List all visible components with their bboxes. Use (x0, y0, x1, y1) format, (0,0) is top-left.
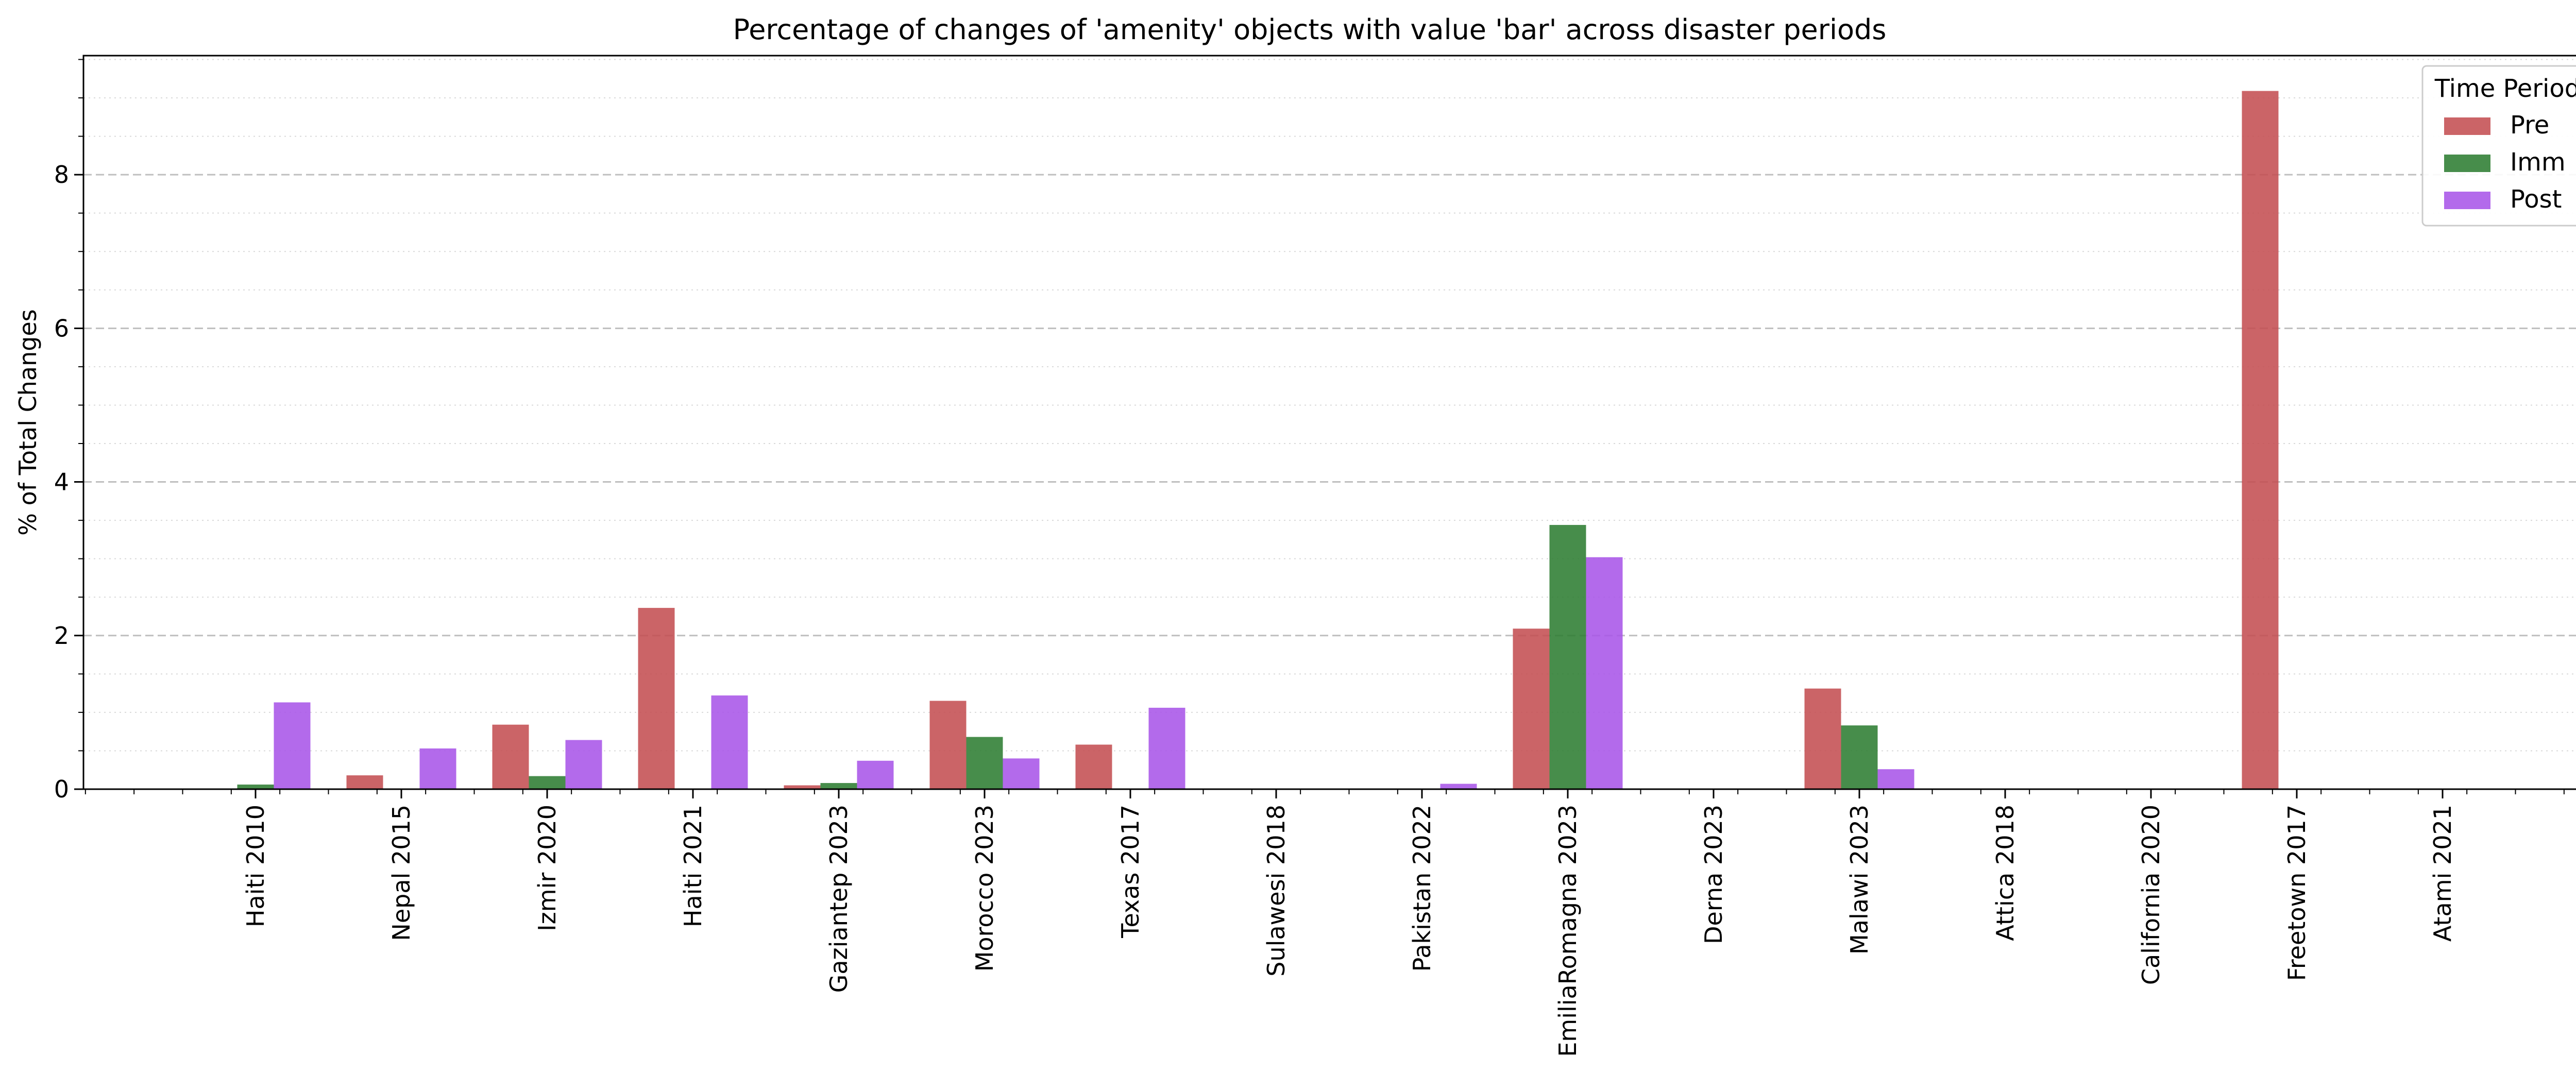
bar-imm (1841, 725, 1878, 789)
x-tick-label: Gaziantep 2023 (825, 805, 853, 993)
legend: Time Period Pre Imm Post (2421, 65, 2576, 227)
y-tick-label: 0 (54, 775, 69, 803)
bar-pre (1804, 688, 1841, 789)
x-tick-label: Derna 2023 (1700, 805, 1727, 944)
x-tick-label: Texas 2017 (1116, 805, 1144, 939)
x-axis: Haiti 2010 Nepal 2015 Izmir 2020 Haiti 2021… (84, 789, 2565, 1057)
y-tick-label: 2 (54, 622, 69, 650)
bar-pre (784, 785, 821, 789)
x-tick-label: Sulawesi 2018 (1262, 805, 1290, 977)
legend-items: Pre Imm Post (2444, 111, 2566, 214)
bar-imm (820, 783, 857, 789)
y-tick-label: 8 (54, 161, 69, 189)
legend-label-post: Post (2510, 185, 2562, 214)
x-tick-label: Freetown 2017 (2283, 805, 2311, 981)
legend-swatch-imm (2444, 155, 2490, 172)
legend-label-pre: Pre (2510, 111, 2549, 140)
bar-pre (638, 608, 675, 789)
bar-post (857, 760, 894, 789)
x-tick-label: Nepal 2015 (387, 805, 415, 941)
bar-pre (1075, 744, 1112, 789)
bar-post (711, 695, 748, 789)
x-tick-label: Malawi 2023 (1845, 805, 1873, 955)
x-tick-label: California 2020 (2137, 805, 2165, 985)
chart-title: Percentage of changes of 'amenity' objec… (733, 13, 1887, 46)
bar-imm (1549, 525, 1586, 789)
legend-swatch-post (2444, 192, 2490, 209)
bar-post (1877, 769, 1914, 789)
x-tick-label: Pakistan 2022 (1408, 805, 1436, 972)
bar-post (274, 702, 311, 789)
legend-title: Time Period (2434, 74, 2576, 103)
plot-frame (82, 55, 2576, 790)
bar-post (565, 740, 602, 789)
bar-post (1148, 707, 1185, 789)
legend-swatch-pre (2444, 117, 2490, 135)
bar-post (1586, 557, 1623, 789)
bar-imm (966, 737, 1003, 789)
x-tick-label: Attica 2018 (1991, 805, 2019, 941)
bar-pre (929, 701, 967, 789)
bar-pre (346, 775, 383, 789)
x-tick-label: Izmir 2020 (533, 805, 561, 931)
bar-pre (1513, 628, 1550, 789)
x-tick-label: EmiliaRomagna 2023 (1554, 805, 1582, 1057)
bars (237, 91, 2279, 789)
legend-box (2421, 65, 2576, 227)
x-tick-label: Haiti 2021 (679, 805, 707, 927)
bar-post (1003, 758, 1040, 789)
x-tick-label: Haiti 2010 (242, 805, 269, 927)
bar-imm (237, 785, 274, 789)
legend-label-imm: Imm (2510, 148, 2566, 177)
y-tick-label: 4 (54, 468, 69, 496)
x-tick-label: Morocco 2023 (971, 805, 998, 972)
x-tick-label: Atami 2021 (2429, 805, 2456, 942)
y-tick-label: 6 (54, 314, 69, 342)
bar-pre (492, 724, 529, 789)
y-axis-label: % of Total Changes (14, 309, 42, 535)
bar-pre (2242, 91, 2279, 789)
grid (83, 59, 2576, 752)
bar-post (1440, 784, 1477, 789)
bar-post (419, 748, 456, 789)
y-axis: 0 2 4 6 8 (54, 59, 83, 803)
bar-imm (529, 776, 566, 789)
